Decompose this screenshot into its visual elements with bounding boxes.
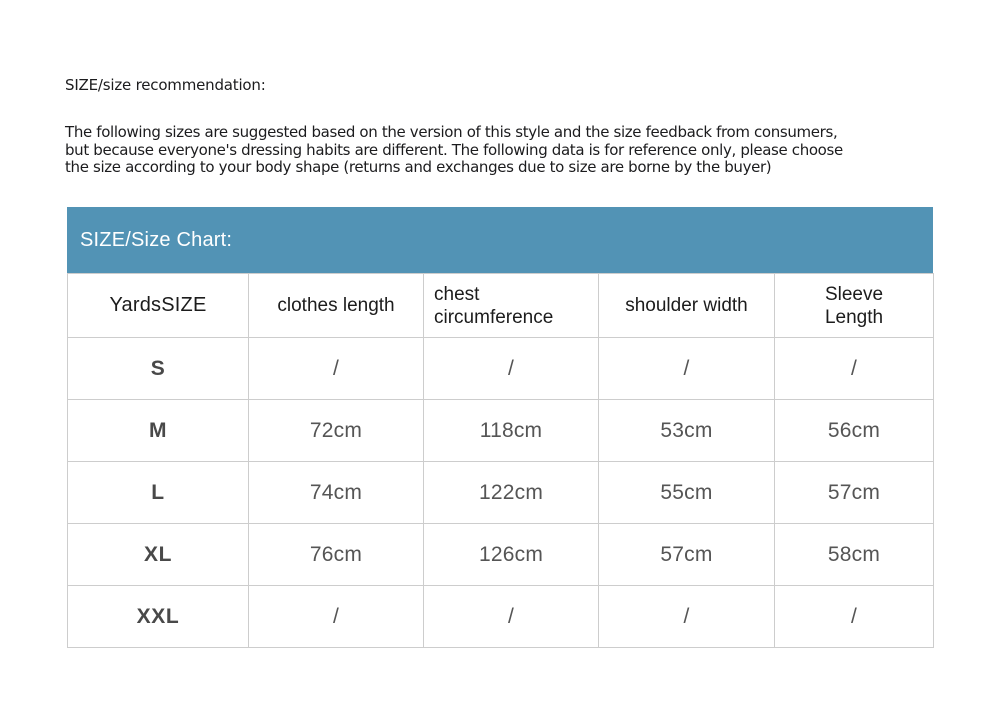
value-cell: 58cm bbox=[774, 523, 934, 586]
value-cell: 57cm bbox=[774, 461, 934, 524]
value-cell: / bbox=[248, 585, 424, 648]
column-header-label: Sleeve Length bbox=[824, 283, 884, 328]
table-header-row: YardsSIZE clothes length chest circumfer… bbox=[67, 273, 934, 338]
size-cell: XL bbox=[67, 523, 249, 586]
column-header-chest-circumference: chest circumference bbox=[423, 273, 599, 338]
size-cell: L bbox=[67, 461, 249, 524]
value-cell: 53cm bbox=[598, 399, 775, 462]
size-cell: S bbox=[67, 337, 249, 400]
size-description: The following sizes are suggested based … bbox=[65, 123, 843, 177]
column-header-yards-size: YardsSIZE bbox=[67, 273, 249, 338]
column-header-label: chest circumference bbox=[434, 283, 554, 328]
size-cell: M bbox=[67, 399, 249, 462]
value-cell: 122cm bbox=[423, 461, 599, 524]
value-cell: 118cm bbox=[423, 399, 599, 462]
column-header-shoulder-width: shoulder width bbox=[598, 273, 775, 338]
value-cell: / bbox=[423, 585, 599, 648]
value-cell: 57cm bbox=[598, 523, 775, 586]
column-header-clothes-length: clothes length bbox=[248, 273, 424, 338]
value-cell: / bbox=[598, 337, 775, 400]
description-line: the size according to your body shape (r… bbox=[65, 158, 772, 176]
description-line: The following sizes are suggested based … bbox=[65, 123, 838, 141]
value-cell: / bbox=[423, 337, 599, 400]
table-row-m: M 72cm 118cm 53cm 56cm bbox=[67, 399, 934, 462]
size-chart-banner: SIZE/Size Chart: bbox=[67, 207, 933, 273]
value-cell: 76cm bbox=[248, 523, 424, 586]
table-row-l: L 74cm 122cm 55cm 57cm bbox=[67, 461, 934, 524]
value-cell: 72cm bbox=[248, 399, 424, 462]
size-chart-banner-title: SIZE/Size Chart: bbox=[80, 228, 233, 251]
column-header-sleeve-length: Sleeve Length bbox=[774, 273, 934, 338]
value-cell: 55cm bbox=[598, 461, 775, 524]
table-row-xxl: XXL / / / / bbox=[67, 585, 934, 648]
page-title: SIZE/size recommendation: bbox=[65, 76, 266, 94]
value-cell: 126cm bbox=[423, 523, 599, 586]
value-cell: / bbox=[774, 585, 934, 648]
size-chart-table: YardsSIZE clothes length chest circumfer… bbox=[67, 273, 934, 648]
table-row-s: S / / / / bbox=[67, 337, 934, 400]
value-cell: 56cm bbox=[774, 399, 934, 462]
description-line: but because everyone's dressing habits a… bbox=[65, 140, 843, 159]
size-cell: XXL bbox=[67, 585, 249, 648]
table-row-xl: XL 76cm 126cm 57cm 58cm bbox=[67, 523, 934, 586]
value-cell: / bbox=[598, 585, 775, 648]
value-cell: 74cm bbox=[248, 461, 424, 524]
value-cell: / bbox=[248, 337, 424, 400]
value-cell: / bbox=[774, 337, 934, 400]
